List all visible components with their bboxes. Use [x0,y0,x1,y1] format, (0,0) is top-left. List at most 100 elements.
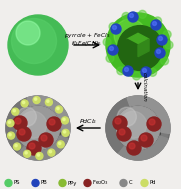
Circle shape [17,127,31,141]
Circle shape [119,129,125,135]
Circle shape [157,35,167,45]
Circle shape [12,19,56,64]
Circle shape [12,108,19,115]
Circle shape [155,48,165,58]
Text: calcination: calcination [142,72,147,101]
Circle shape [36,153,43,160]
Circle shape [141,180,148,187]
Circle shape [151,20,161,30]
Polygon shape [127,33,149,45]
Circle shape [8,121,11,123]
Text: K$_3$Fe(CN)$_6$: K$_3$Fe(CN)$_6$ [71,40,103,49]
Circle shape [129,143,135,149]
Circle shape [122,12,130,20]
Circle shape [16,21,40,45]
Polygon shape [127,39,138,57]
Circle shape [6,96,70,160]
Circle shape [141,67,151,77]
Circle shape [153,17,162,25]
Text: C: C [129,180,132,185]
Circle shape [7,97,69,159]
Polygon shape [117,136,168,160]
Circle shape [19,129,25,135]
Circle shape [116,106,160,150]
Circle shape [113,116,127,130]
Polygon shape [6,98,30,153]
Polygon shape [27,96,70,134]
Circle shape [117,107,136,126]
Circle shape [20,111,47,138]
Circle shape [62,129,69,136]
Circle shape [120,180,127,187]
Circle shape [139,133,153,147]
Circle shape [127,141,141,155]
Circle shape [114,19,146,51]
Circle shape [141,135,147,141]
Polygon shape [127,96,170,134]
Circle shape [129,13,134,18]
Text: pyrrole + FeCl$_3$: pyrrole + FeCl$_3$ [64,32,110,40]
Circle shape [115,118,121,124]
Circle shape [157,50,161,53]
Circle shape [62,117,68,124]
Circle shape [47,117,61,131]
Circle shape [15,105,61,151]
Circle shape [39,133,53,147]
Circle shape [34,98,37,100]
Circle shape [117,127,131,141]
Circle shape [58,142,61,145]
Circle shape [120,111,147,138]
Circle shape [57,107,59,110]
Text: PB: PB [41,180,47,185]
Circle shape [128,12,138,22]
Circle shape [15,144,17,147]
Circle shape [13,116,27,130]
Circle shape [125,67,129,71]
Polygon shape [106,98,130,153]
Circle shape [47,100,49,102]
Circle shape [63,118,65,121]
Circle shape [103,38,111,46]
Circle shape [7,120,14,127]
Text: PS: PS [14,180,20,185]
Circle shape [106,13,170,77]
Circle shape [123,66,133,76]
Text: Pd: Pd [150,180,156,185]
Circle shape [5,180,12,187]
Circle shape [57,141,64,148]
Circle shape [49,119,55,125]
Circle shape [106,54,114,62]
Circle shape [45,99,52,106]
Circle shape [132,72,140,80]
Circle shape [13,109,15,112]
Circle shape [118,26,162,70]
Circle shape [142,68,146,73]
Circle shape [29,143,35,149]
Circle shape [24,150,31,157]
Circle shape [109,23,117,31]
Circle shape [22,101,25,104]
Circle shape [48,149,55,156]
Text: PPy: PPy [68,180,77,185]
Circle shape [59,180,66,187]
Circle shape [84,180,91,187]
Circle shape [27,141,41,155]
Circle shape [161,57,169,65]
Circle shape [25,152,27,154]
Circle shape [17,107,36,126]
Circle shape [153,22,157,26]
Circle shape [113,26,117,29]
Text: Fe$_2$O$_3$: Fe$_2$O$_3$ [92,179,110,187]
Circle shape [56,106,62,113]
Circle shape [49,150,52,153]
Circle shape [108,45,118,55]
Circle shape [15,118,21,124]
Text: PdCl$_2$: PdCl$_2$ [79,118,97,126]
Circle shape [41,135,47,141]
Circle shape [8,15,68,75]
Circle shape [115,105,161,151]
Circle shape [106,96,170,160]
Circle shape [8,132,14,139]
Circle shape [9,133,11,136]
Circle shape [149,68,157,76]
